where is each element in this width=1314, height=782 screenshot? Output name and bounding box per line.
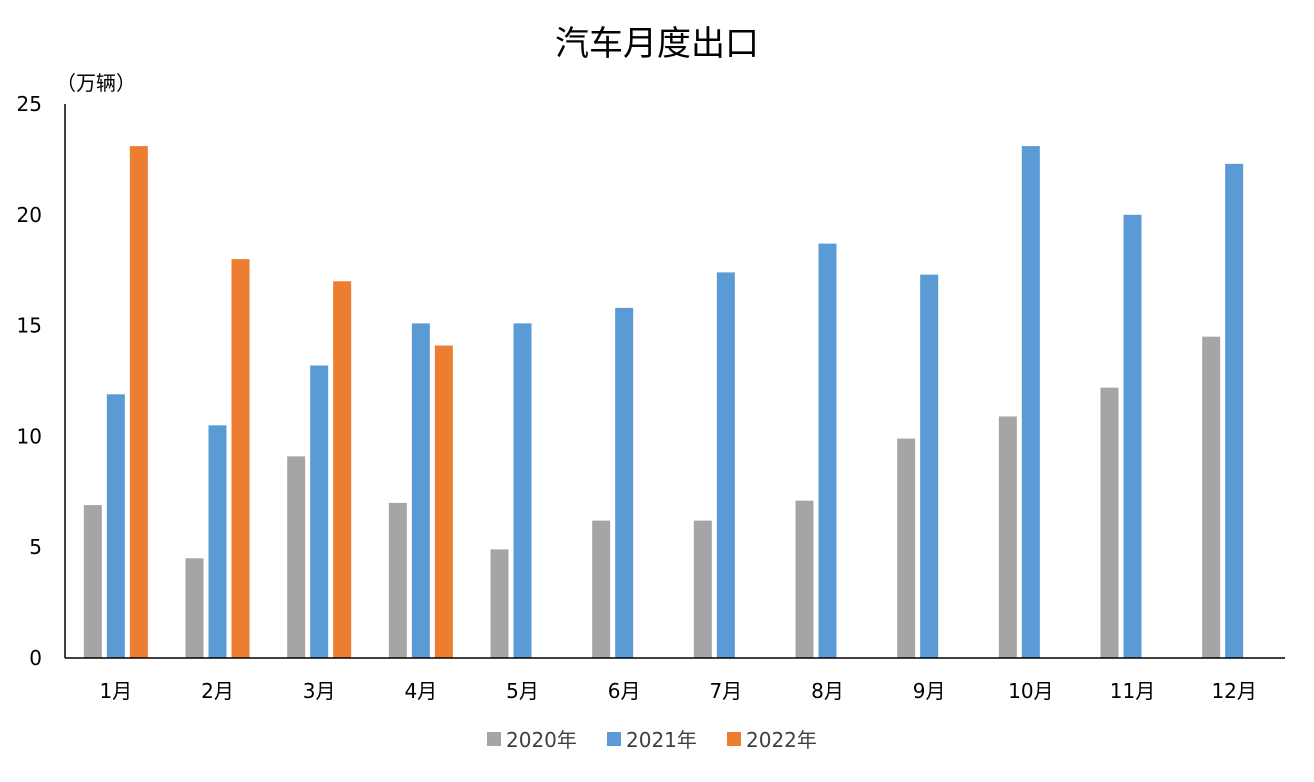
bar-2021年-9月 bbox=[920, 274, 939, 658]
bar-2021年-11月 bbox=[1123, 214, 1142, 659]
bar-2020年-6月 bbox=[592, 520, 611, 658]
x-axis-ticks: 1月 2月 3月 4月 5月 6月 7月 8月 9月 10月 11月 12月 bbox=[99, 679, 1256, 703]
bar-2021年-1月 bbox=[106, 394, 125, 658]
x-tick-label: 12月 bbox=[1211, 679, 1256, 703]
legend-label: 2021年 bbox=[626, 728, 697, 752]
bar-2020年-5月 bbox=[490, 549, 509, 658]
x-tick-label: 1月 bbox=[99, 679, 132, 703]
bars-group bbox=[83, 146, 1244, 659]
legend-swatch bbox=[607, 732, 621, 746]
x-tick-label: 2月 bbox=[201, 679, 234, 703]
bar-2020年-2月 bbox=[185, 558, 204, 658]
bar-2021年-5月 bbox=[513, 323, 532, 658]
x-tick-label: 11月 bbox=[1110, 679, 1155, 703]
y-axis-ticks: 0 5 10 15 20 25 bbox=[17, 92, 42, 670]
x-tick-label: 5月 bbox=[506, 679, 539, 703]
y-tick-label: 5 bbox=[29, 535, 42, 559]
bar-2022年-1月 bbox=[129, 146, 148, 658]
legend: 2020年 2021年 2022年 bbox=[487, 728, 817, 752]
bar-2022年-2月 bbox=[231, 259, 250, 658]
legend-label: 2020年 bbox=[506, 728, 577, 752]
x-tick-label: 8月 bbox=[811, 679, 844, 703]
chart-title: 汽车月度出口 bbox=[555, 24, 759, 64]
bar-2022年-3月 bbox=[333, 281, 352, 658]
bar-2020年-11月 bbox=[1100, 387, 1119, 658]
bar-2021年-3月 bbox=[310, 365, 329, 658]
bar-2020年-10月 bbox=[998, 416, 1017, 658]
y-tick-label: 25 bbox=[17, 92, 42, 116]
legend-swatch bbox=[727, 732, 741, 746]
bar-2020年-8月 bbox=[795, 500, 814, 658]
y-tick-label: 15 bbox=[17, 314, 42, 338]
bar-2021年-2月 bbox=[208, 425, 227, 658]
bar-2020年-3月 bbox=[287, 456, 306, 658]
bar-2021年-12月 bbox=[1225, 163, 1244, 658]
bar-2021年-7月 bbox=[716, 272, 735, 658]
legend-label: 2022年 bbox=[746, 728, 817, 752]
x-tick-label: 4月 bbox=[404, 679, 437, 703]
bar-2021年-4月 bbox=[411, 323, 430, 658]
y-axis-unit-label: （万辆） bbox=[56, 71, 136, 95]
bar-2021年-6月 bbox=[615, 307, 634, 658]
bar-2022年-4月 bbox=[434, 345, 453, 658]
bar-2020年-4月 bbox=[388, 502, 407, 658]
bar-2020年-12月 bbox=[1202, 336, 1221, 658]
x-tick-label: 10月 bbox=[1008, 679, 1053, 703]
y-tick-label: 10 bbox=[17, 424, 42, 448]
x-tick-label: 3月 bbox=[303, 679, 336, 703]
bar-2020年-7月 bbox=[693, 520, 712, 658]
x-tick-label: 7月 bbox=[709, 679, 742, 703]
bar-2020年-1月 bbox=[83, 505, 102, 658]
bar-2021年-8月 bbox=[818, 243, 837, 658]
bar-2020年-9月 bbox=[897, 438, 916, 658]
x-tick-label: 6月 bbox=[608, 679, 641, 703]
bar-2021年-10月 bbox=[1021, 146, 1040, 658]
legend-swatch bbox=[487, 732, 501, 746]
y-tick-label: 0 bbox=[29, 646, 42, 670]
x-tick-label: 9月 bbox=[913, 679, 946, 703]
y-tick-label: 20 bbox=[17, 203, 42, 227]
